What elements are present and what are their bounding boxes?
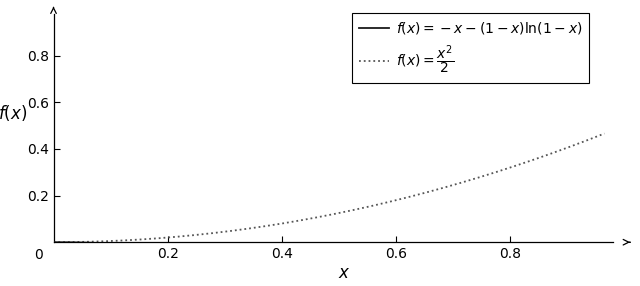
$f(x) = \dfrac{x^2}{2}$ — [584, 138, 592, 142]
$f(x) = \dfrac{x^2}{2}$ — [584, 138, 592, 142]
$f(x) = \dfrac{x^2}{2}$ — [600, 132, 608, 135]
X-axis label: $x$: $x$ — [339, 264, 351, 282]
Line: $f(x) = \dfrac{x^2}{2}$: $f(x) = \dfrac{x^2}{2}$ — [54, 134, 604, 242]
$f(x) = \dfrac{x^2}{2}$ — [317, 215, 325, 218]
$f(x) = -x - (1-x)\ln(1-x)$ — [317, 271, 325, 275]
$f(x) = -x - (1-x)\ln(1-x)$ — [50, 241, 58, 244]
$f(x) = -x - (1-x)\ln(1-x)$ — [78, 241, 86, 244]
$f(x) = -x - (1-x)\ln(1-x)$ — [303, 268, 310, 271]
Line: $f(x) = -x - (1-x)\ln(1-x)$: $f(x) = -x - (1-x)\ln(1-x)$ — [54, 242, 604, 286]
Legend: $f(x) = -x - (1-x)\ln(1-x)$, $f(x) = \dfrac{x^2}{2}$: $f(x) = -x - (1-x)\ln(1-x)$, $f(x) = \df… — [351, 13, 589, 83]
Y-axis label: $f(x)$: $f(x)$ — [0, 103, 28, 123]
$f(x) = \dfrac{x^2}{2}$ — [483, 173, 491, 176]
$f(x) = \dfrac{x^2}{2}$ — [303, 218, 310, 221]
$f(x) = \dfrac{x^2}{2}$ — [50, 241, 58, 244]
Text: $0$: $0$ — [35, 248, 44, 262]
$f(x) = \dfrac{x^2}{2}$ — [78, 240, 86, 244]
